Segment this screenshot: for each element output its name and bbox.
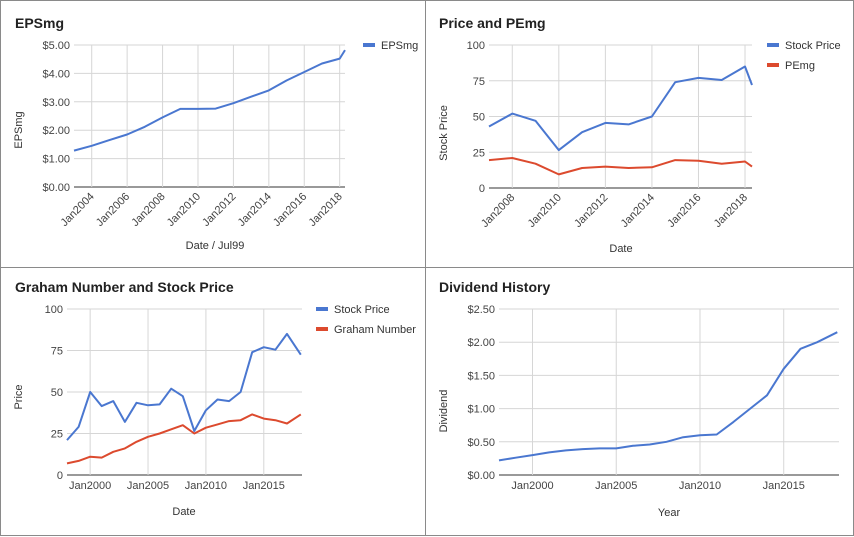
- y-tick-label: 75: [473, 76, 485, 88]
- x-axis-label: Year: [658, 507, 681, 519]
- y-tick-label: 25: [473, 147, 485, 159]
- graham-chart-panel: Graham Number and Stock Price 0 25 50 75 100…: [0, 267, 426, 536]
- x-tick-label: Jan2008: [479, 192, 517, 230]
- y-axis-label: Stock Price: [438, 105, 450, 161]
- x-tick-label: Jan2016: [665, 192, 703, 230]
- y-tick-label: 50: [51, 387, 63, 399]
- y-tick-label: $5.00: [42, 40, 70, 52]
- series-line-stock-price: [489, 67, 752, 151]
- x-tick-label: Jan2018: [306, 191, 344, 229]
- x-axis-label: Date / Jul99: [186, 240, 245, 252]
- x-tick-label: Jan2015: [243, 480, 285, 492]
- y-tick-label: $0.50: [467, 437, 495, 449]
- x-tick-label: Jan2014: [236, 191, 274, 229]
- series-line-graham-number: [67, 414, 301, 463]
- y-tick-label: $0.00: [467, 470, 495, 482]
- y-tick-label: $1.50: [467, 370, 495, 382]
- x-tick-label: Jan2012: [572, 192, 610, 230]
- chart-title: Graham Number and Stock Price: [15, 279, 234, 295]
- y-axis-label: Dividend: [438, 390, 450, 433]
- chart-title: EPSmg: [15, 15, 64, 31]
- y-tick-label: $1.00: [42, 154, 70, 166]
- x-tick-label: Jan2010: [679, 480, 721, 492]
- x-tick-label: Jan2012: [200, 191, 238, 229]
- legend-label: Stock Price: [785, 40, 841, 52]
- legend-label: PEmg: [785, 60, 815, 72]
- x-tick-label: Jan2000: [69, 480, 111, 492]
- series-line-stock-price: [67, 334, 301, 440]
- y-tick-label: 75: [51, 346, 63, 358]
- legend-label: EPSmg: [381, 40, 418, 52]
- dividend-chart-panel: Dividend History $0.00 $0.50 $1.00 $1.50 $2.…: [425, 267, 854, 536]
- chart-title: Price and PEmg: [439, 15, 546, 31]
- x-tick-label: Jan2005: [595, 480, 637, 492]
- y-axis-label: EPSmg: [13, 111, 25, 148]
- x-tick-label: Jan2016: [271, 191, 309, 229]
- y-tick-label: $0.00: [42, 182, 70, 194]
- eps-chart-svg: EPSmg $0.00 $1.00 $2.00 $3.00 $4.00 $5.00 Jan2…: [1, 1, 427, 269]
- legend-swatch: [363, 43, 375, 47]
- y-tick-label: 100: [467, 40, 485, 52]
- x-tick-label: Jan2014: [619, 192, 657, 230]
- series-line-pemg: [489, 158, 752, 174]
- x-tick-label: Jan2005: [127, 480, 169, 492]
- x-tick-label: Jan2008: [129, 191, 167, 229]
- legend-label: Stock Price: [334, 304, 390, 316]
- y-tick-label: 100: [45, 304, 63, 316]
- series-line-dividend: [499, 332, 837, 460]
- y-axis-label: Price: [13, 384, 25, 409]
- legend-swatch: [767, 43, 779, 47]
- graham-chart-svg: Graham Number and Stock Price 0 25 50 75 100…: [1, 268, 427, 537]
- x-tick-label: Jan2010: [165, 191, 203, 229]
- y-tick-label: 50: [473, 112, 485, 124]
- x-tick-label: Jan2006: [94, 191, 132, 229]
- x-tick-label: Jan2015: [763, 480, 805, 492]
- y-tick-label: $1.00: [467, 404, 495, 416]
- chart-title: Dividend History: [439, 279, 550, 295]
- y-tick-label: 25: [51, 429, 63, 441]
- x-tick-label: Jan2010: [185, 480, 227, 492]
- y-tick-label: $2.00: [42, 125, 70, 137]
- x-tick-label: Jan2018: [712, 192, 750, 230]
- y-tick-label: $4.00: [42, 68, 70, 80]
- x-tick-label: Jan2010: [526, 192, 564, 230]
- x-tick-label: Jan2004: [58, 191, 96, 229]
- dividend-chart-svg: Dividend History $0.00 $0.50 $1.00 $1.50 $2.…: [426, 268, 854, 537]
- x-axis-label: Date: [609, 243, 632, 255]
- legend-swatch: [316, 307, 328, 311]
- y-tick-label: $2.50: [467, 304, 495, 316]
- y-tick-label: $3.00: [42, 97, 70, 109]
- y-tick-label: 0: [57, 470, 63, 482]
- legend-swatch: [316, 327, 328, 331]
- legend-label: Graham Number: [334, 324, 416, 336]
- x-tick-label: Jan2000: [511, 480, 553, 492]
- y-tick-label: 0: [479, 183, 485, 195]
- y-tick-label: $2.00: [467, 337, 495, 349]
- legend-swatch: [767, 63, 779, 67]
- eps-chart-panel: EPSmg $0.00 $1.00 $2.00 $3.00 $4.00 $5.00 Jan2…: [0, 0, 426, 268]
- x-axis-label: Date: [172, 506, 195, 518]
